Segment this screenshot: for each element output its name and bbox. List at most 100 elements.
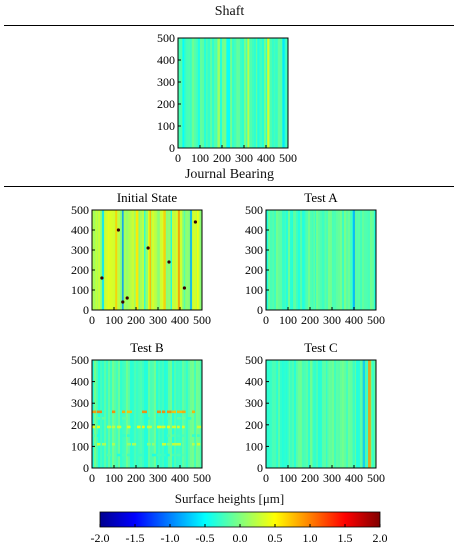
texture-column xyxy=(186,38,189,148)
surface-band xyxy=(182,410,186,414)
texture-column xyxy=(116,360,119,468)
y-tick-label: 200 xyxy=(71,418,89,432)
surface-stripe xyxy=(257,38,260,148)
texture-column xyxy=(336,210,339,310)
texture-column xyxy=(334,360,337,468)
surface-stripe xyxy=(293,210,297,310)
texture-column xyxy=(182,360,185,468)
texture-column xyxy=(254,38,257,148)
x-tick-label: 300 xyxy=(149,471,167,485)
texture-column xyxy=(146,360,149,468)
texture-column xyxy=(292,360,295,468)
texture-column xyxy=(118,210,121,310)
y-tick-label: 400 xyxy=(71,223,89,237)
surface-band xyxy=(172,425,176,429)
y-tick-label: 300 xyxy=(245,396,263,410)
surface-stripe xyxy=(326,360,329,468)
texture-column xyxy=(318,360,321,468)
surface-stripe xyxy=(271,210,274,310)
plot-frame xyxy=(91,359,203,469)
texture-column xyxy=(316,210,319,310)
texture-column xyxy=(324,210,327,310)
x-tick-label: 400 xyxy=(345,313,363,327)
texture-column xyxy=(104,210,107,310)
texture-column xyxy=(282,360,285,468)
texture-column xyxy=(174,360,177,468)
texture-column xyxy=(142,360,145,468)
surface-band xyxy=(107,425,112,429)
texture-column xyxy=(178,360,181,468)
texture-column xyxy=(288,210,291,310)
heatmap-cells xyxy=(178,38,289,148)
surface-stripe xyxy=(342,210,344,310)
texture-column xyxy=(98,210,101,310)
y-tick-label: 100 xyxy=(71,439,89,453)
texture-column xyxy=(182,210,185,310)
texture-column xyxy=(176,360,179,468)
surface-band xyxy=(172,442,177,446)
texture-column xyxy=(156,360,159,468)
surface-band xyxy=(117,425,122,429)
x-tick-label: 200 xyxy=(301,471,319,485)
texture-column xyxy=(244,38,247,148)
x-tick-label: 0 xyxy=(89,313,95,327)
texture-column xyxy=(110,360,113,468)
texture-column xyxy=(150,210,153,310)
y-tick-label: 0 xyxy=(83,461,89,475)
y-tick-label: 100 xyxy=(245,439,263,453)
texture-column xyxy=(200,38,203,148)
texture-column xyxy=(96,360,99,468)
bearing-section-title: Journal Bearing xyxy=(184,167,275,182)
texture-column xyxy=(104,360,107,468)
surface-band xyxy=(97,425,101,429)
texture-column xyxy=(152,360,155,468)
surface-stripe xyxy=(135,210,139,310)
surface-band xyxy=(122,417,127,420)
plot-frame xyxy=(91,209,203,311)
surface-band xyxy=(182,425,185,429)
texture-column xyxy=(300,210,303,310)
texture-column xyxy=(330,210,333,310)
texture-column xyxy=(108,360,111,468)
surface-stripe xyxy=(300,360,303,468)
x-tick-label: 500 xyxy=(193,471,211,485)
texture-column xyxy=(130,360,133,468)
texture-column xyxy=(102,360,105,468)
y-tick-label: 400 xyxy=(245,375,263,389)
texture-column xyxy=(92,210,95,310)
texture-column xyxy=(160,360,163,468)
y-tick-label: 0 xyxy=(257,461,263,475)
texture-column xyxy=(194,210,197,310)
y-tick-label: 300 xyxy=(157,75,175,89)
surface-stripe xyxy=(362,360,366,468)
texture-column xyxy=(276,210,279,310)
texture-column xyxy=(320,210,323,310)
texture-column xyxy=(366,360,369,468)
surface-band xyxy=(102,417,106,420)
texture-column xyxy=(160,210,163,310)
surface-pit xyxy=(193,220,197,224)
texture-column xyxy=(120,360,123,468)
texture-column xyxy=(198,210,201,310)
surface-stripe xyxy=(101,210,105,310)
texture-column xyxy=(286,210,289,310)
texture-column xyxy=(192,38,195,148)
x-tick-label: 500 xyxy=(279,151,297,165)
texture-column xyxy=(342,360,345,468)
texture-column xyxy=(268,210,271,310)
surface-stripe xyxy=(321,210,325,310)
surface-band xyxy=(182,417,186,420)
surface-pit xyxy=(121,300,125,304)
texture-column xyxy=(296,360,299,468)
surface-stripe xyxy=(217,38,220,148)
surface-band xyxy=(127,410,132,414)
texture-column xyxy=(304,210,307,310)
surface-band xyxy=(147,442,151,446)
surface-stripe xyxy=(149,210,152,310)
texture-column xyxy=(128,360,131,468)
texture-column xyxy=(348,360,351,468)
surface-band xyxy=(197,425,202,429)
texture-column xyxy=(360,210,363,310)
texture-column xyxy=(272,360,275,468)
surface-stripe xyxy=(340,360,342,468)
